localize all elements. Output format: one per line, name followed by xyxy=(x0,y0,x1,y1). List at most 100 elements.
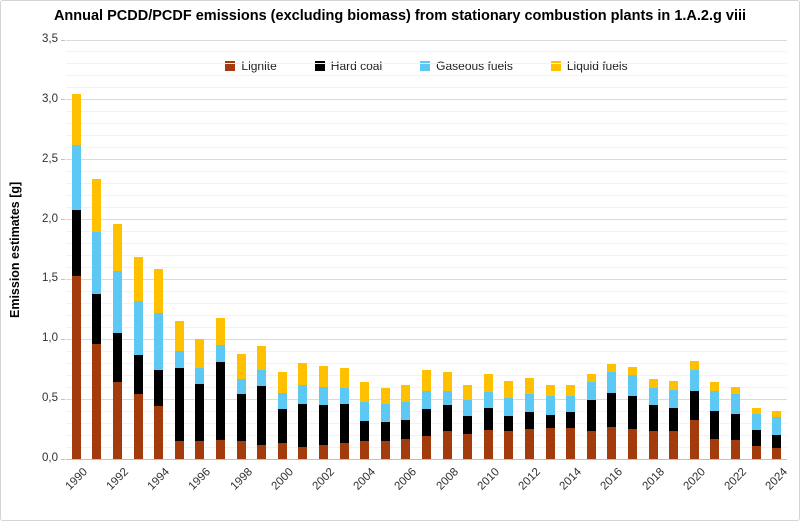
bar-segment-2024-lignite xyxy=(772,448,782,459)
bar-segment-2007-liquid-fuels xyxy=(422,370,431,391)
bar-segment-2006-hard-coal xyxy=(401,419,411,439)
bar-segment-1998-gaseous-fuels xyxy=(236,378,246,395)
bar-segment-1995-gaseous-fuels xyxy=(174,351,184,369)
legend-label: Hard coal xyxy=(330,59,383,73)
y-tick-mark xyxy=(61,39,65,41)
bar-segment-2023-lignite xyxy=(751,445,761,459)
bar-segment-2021-gaseous-fuels xyxy=(710,390,720,412)
bar-segment-2014-liquid-fuels xyxy=(566,384,576,396)
bar-segment-2023-gaseous-fuels xyxy=(751,413,761,431)
legend-swatch-icon xyxy=(225,61,236,71)
bar-segment-2022-gaseous-fuels xyxy=(731,394,740,414)
bar-segment-1999-lignite xyxy=(257,444,267,459)
bar-segment-2019-gaseous-fuels xyxy=(669,389,679,408)
x-tick-label: 2014 xyxy=(557,466,585,493)
bar-segment-2005-liquid-fuels xyxy=(380,388,390,404)
bar-segment-1993-lignite xyxy=(133,394,143,459)
minor-gridline xyxy=(66,350,787,352)
y-tick-mark xyxy=(61,219,65,221)
bar-segment-2008-hard-coal xyxy=(442,405,452,432)
bar-segment-2018-lignite xyxy=(648,431,658,459)
bar-segment-2023-liquid-fuels xyxy=(751,407,761,414)
major-gridline xyxy=(66,99,787,101)
bar-segment-2008-liquid-fuels xyxy=(442,371,452,391)
y-tick-label: 2,5 xyxy=(42,152,58,165)
bar-segment-2013-gaseous-fuels xyxy=(545,395,555,415)
x-tick-label: 2024 xyxy=(763,466,791,493)
bar-segment-2009-gaseous-fuels xyxy=(463,400,473,416)
bar-segment-2003-lignite xyxy=(339,443,349,459)
minor-gridline xyxy=(66,135,787,137)
legend-label: Gaseous fuels xyxy=(436,59,513,73)
minor-gridline xyxy=(66,195,787,197)
y-tick-mark xyxy=(61,278,65,280)
y-tick-label: 2,0 xyxy=(42,212,58,225)
major-gridline xyxy=(66,338,787,340)
bar-segment-2017-lignite xyxy=(628,429,637,459)
minor-gridline xyxy=(66,362,787,364)
bar-segment-2007-gaseous-fuels xyxy=(422,390,431,409)
minor-gridline xyxy=(66,171,787,173)
bar-segment-2001-hard-coal xyxy=(298,403,308,448)
bar-segment-1997-gaseous-fuels xyxy=(216,345,225,363)
bar-segment-1996-hard-coal xyxy=(195,383,205,442)
bar-segment-2012-gaseous-fuels xyxy=(525,394,534,413)
bar-segment-1991-hard-coal xyxy=(92,293,102,345)
legend-swatch-icon xyxy=(420,61,431,71)
bar-segment-2020-lignite xyxy=(689,419,699,459)
minor-gridline xyxy=(66,266,787,268)
minor-gridline xyxy=(66,75,787,77)
bar-segment-2008-gaseous-fuels xyxy=(442,390,452,406)
legend: Lignite Hard coal Gaseous fuels Liquid fuel… xyxy=(66,57,787,75)
bar-segment-2002-lignite xyxy=(319,444,328,459)
x-tick-label: 1994 xyxy=(145,466,173,493)
bar-segment-2013-lignite xyxy=(545,427,555,459)
bar-segment-2011-liquid-fuels xyxy=(504,381,514,398)
bar-segment-2019-hard-coal xyxy=(669,407,679,432)
bar-segment-2011-gaseous-fuels xyxy=(504,397,514,416)
legend-item-hard-coal: Hard coal xyxy=(314,59,383,73)
chart-title: Annual PCDD/PCDF emissions (excluding bi… xyxy=(53,8,747,24)
minor-gridline xyxy=(66,302,787,304)
x-tick-label: 1992 xyxy=(104,466,131,493)
bar-segment-2012-lignite xyxy=(525,429,534,459)
bar-segment-2006-lignite xyxy=(401,438,411,459)
bar-segment-2006-gaseous-fuels xyxy=(401,401,411,420)
bar-segment-2018-hard-coal xyxy=(648,405,658,432)
y-tick-label: 3,5 xyxy=(42,33,58,45)
major-gridline xyxy=(66,159,787,161)
bar-segment-1998-hard-coal xyxy=(236,394,246,442)
bar-segment-2024-liquid-fuels xyxy=(772,411,782,418)
minor-gridline xyxy=(66,314,787,316)
bar-segment-2001-lignite xyxy=(298,447,308,459)
bar-segment-2003-hard-coal xyxy=(339,403,349,444)
bar-segment-2019-liquid-fuels xyxy=(669,381,679,390)
y-tick-mark xyxy=(61,458,65,460)
bar-segment-1990-hard-coal xyxy=(71,210,81,276)
x-tick-label: 2000 xyxy=(269,466,296,493)
bar-segment-1994-hard-coal xyxy=(154,370,164,407)
bar-segment-2004-liquid-fuels xyxy=(360,382,370,402)
y-axis-title: Emission estimates [g] xyxy=(8,181,22,318)
y-tick-mark xyxy=(61,159,65,161)
x-tick-label: 1998 xyxy=(228,466,255,493)
minor-gridline xyxy=(66,87,787,89)
minor-gridline xyxy=(66,290,787,292)
bar-segment-2018-gaseous-fuels xyxy=(648,388,658,406)
bar-segment-1994-gaseous-fuels xyxy=(154,312,164,371)
bar-segment-2020-hard-coal xyxy=(689,390,699,420)
bar-segment-1995-liquid-fuels xyxy=(174,321,184,352)
minor-gridline xyxy=(66,111,787,113)
bar-segment-2012-hard-coal xyxy=(525,412,534,430)
bar-segment-1993-gaseous-fuels xyxy=(133,301,143,355)
x-tick-label: 2016 xyxy=(598,466,626,493)
y-tick-mark xyxy=(61,99,65,101)
minor-gridline xyxy=(66,51,787,53)
x-tick-label: 2008 xyxy=(434,466,461,493)
y-tick-label: 1,0 xyxy=(42,332,58,345)
bar-segment-2012-liquid-fuels xyxy=(525,377,534,395)
bar-segment-2005-gaseous-fuels xyxy=(380,403,390,422)
bar-segment-2009-liquid-fuels xyxy=(463,384,473,401)
bar-segment-2013-hard-coal xyxy=(545,414,555,428)
x-tick-label: 2004 xyxy=(351,466,379,493)
